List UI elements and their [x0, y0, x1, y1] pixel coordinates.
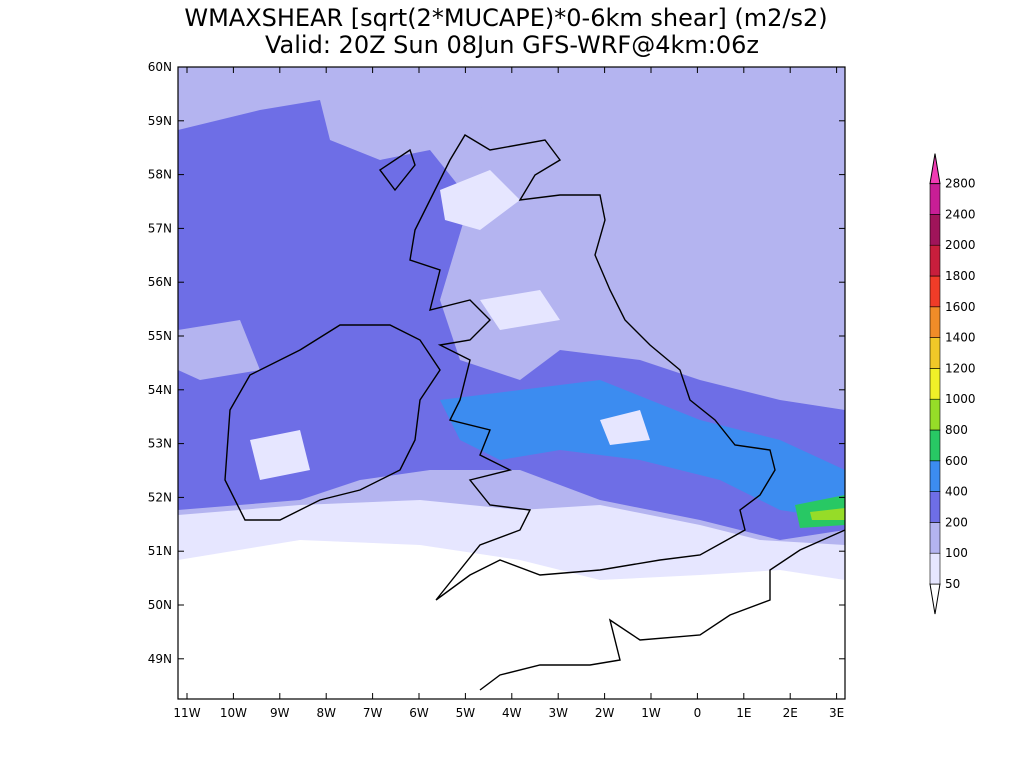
colorbar-segment — [929, 460, 941, 492]
lon-label: 1E — [736, 706, 751, 720]
colorbar-end — [929, 583, 941, 615]
title-line: WMAXSHEAR [sqrt(2*MUCAPE)*0-6km shear] (… — [184, 4, 827, 32]
lon-label: 9W — [270, 706, 290, 720]
shading — [178, 540, 845, 699]
colorbar-segment — [929, 275, 941, 308]
colorbar-label: 1200 — [945, 361, 976, 375]
colorbar-label: 2000 — [945, 238, 976, 252]
lon-label: 2W — [595, 706, 615, 720]
map-area — [178, 67, 845, 699]
colorbar-segment — [929, 183, 941, 215]
colorbar-label: 600 — [945, 454, 968, 468]
colorbar-label: 2800 — [945, 177, 976, 191]
shading — [178, 320, 260, 380]
lon-label: 11W — [173, 706, 200, 720]
lat-label: 50N — [148, 598, 172, 612]
colorbar-segment — [929, 522, 941, 554]
lat-label: 57N — [148, 221, 172, 235]
colorbar-label: 1400 — [945, 331, 976, 345]
colorbar-label: 800 — [945, 423, 968, 437]
colorbar-segment — [929, 491, 941, 523]
colorbar-label: 200 — [945, 515, 968, 529]
lat-label: 54N — [148, 383, 172, 397]
lat-label: 53N — [148, 437, 172, 451]
lat-label: 56N — [148, 275, 172, 289]
lat-label: 52N — [148, 490, 172, 504]
colorbar-label: 50 — [945, 577, 960, 591]
lon-label: 3W — [548, 706, 568, 720]
colorbar-label: 100 — [945, 546, 968, 560]
lon-label: 1W — [641, 706, 661, 720]
lat-label: 59N — [148, 114, 172, 128]
lat-label: 55N — [148, 329, 172, 343]
lon-label: 7W — [363, 706, 383, 720]
colorbar-segment — [929, 368, 941, 400]
lon-label: 3E — [829, 706, 844, 720]
lat-label: 58N — [148, 168, 172, 182]
shading — [178, 70, 845, 200]
colorbar-segment — [929, 337, 941, 369]
lon-label: 10W — [220, 706, 247, 720]
colorbar-segment — [929, 244, 941, 277]
lon-label: 0 — [694, 706, 702, 720]
colorbar-segment — [929, 214, 941, 246]
colorbar-label: 1000 — [945, 392, 976, 406]
colorbar-label: 1800 — [945, 269, 976, 283]
colorbar-label: 1600 — [945, 300, 976, 314]
colorbar-segment — [929, 398, 941, 431]
colorbar-segment — [929, 306, 941, 338]
lat-label: 49N — [148, 652, 172, 666]
lon-labels: 11W 10W 9W 8W 7W 6W 5W 4W 3W 2W 1W 0 1E 2E 3E — [173, 67, 844, 720]
lon-label: 4W — [502, 706, 522, 720]
colorbar-label: 400 — [945, 485, 968, 499]
lon-label: 2E — [783, 706, 798, 720]
lat-label: 51N — [148, 544, 172, 558]
colorbar-segment — [929, 429, 941, 462]
colorbar-segment — [929, 552, 941, 585]
lon-label: 8W — [316, 706, 336, 720]
shading — [250, 170, 650, 480]
lat-label: 60N — [148, 60, 172, 74]
lon-label: 6W — [409, 706, 429, 720]
colorbar-label: 2400 — [945, 207, 976, 221]
lat-labels: 60N 59N 58N 57N 56N 55N 54N 53N 52N 51N 50N 49N — [148, 60, 845, 666]
shading — [440, 380, 845, 520]
coastlines — [224, 134, 845, 691]
colorbar: 50 100 200 400 600 800 1000 1200 1400 1600 1800 200… — [929, 153, 976, 615]
colorbar-end — [929, 153, 941, 185]
lon-label: 5W — [456, 706, 476, 720]
title-line: Valid: 20Z Sun 08Jun GFS-WRF@4km:06z — [265, 31, 759, 59]
shading — [810, 508, 845, 520]
